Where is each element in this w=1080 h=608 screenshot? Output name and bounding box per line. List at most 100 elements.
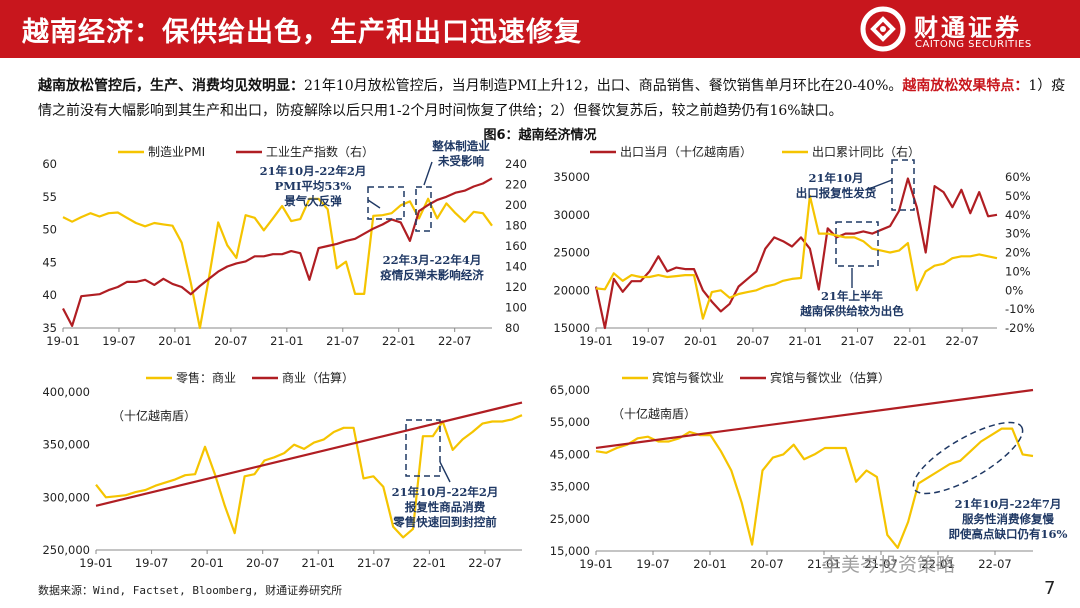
x-tick-label: 19-01 [46,334,79,348]
annotation-text: 整体制造业 [431,139,490,153]
x-tick-label: 20-01 [684,334,717,348]
annotation-text: 疫情反弹未影响经济 [380,268,484,282]
legend-label: 宾馆与餐饮业 [652,370,724,385]
annotation-text: 21年10月 [808,171,863,185]
legend-label: 宾馆与餐饮业（估算） [770,370,890,385]
series-line [596,179,997,329]
page-number: 7 [1044,578,1055,599]
y2-tick-label: 160 [505,239,527,253]
y-tick-label: 25000 [553,246,590,260]
y-tick-label: 15,000 [550,544,590,558]
y-tick-label: 35 [42,321,57,335]
data-source: 数据来源：Wind, Factset, Bloomberg, 财通证券研究所 [38,582,342,598]
annotation-arrow [424,162,432,185]
annotation-text: 越南保供给较为出色 [799,304,904,318]
x-tick-label: 22-07 [945,334,978,348]
x-tick-label: 20-07 [214,334,247,348]
y-tick-label: 30000 [553,208,590,222]
highlight-box [836,222,878,266]
x-tick-label: 21-01 [302,556,335,570]
y-tick-label: 25,000 [550,512,590,526]
y-tick-label: 35000 [553,170,590,184]
y2-tick-label: 120 [505,280,527,294]
y-tick-label: 400,000 [42,385,90,399]
y-tick-label: 15000 [553,321,590,335]
x-tick-label: 22-01 [413,556,446,570]
annotation-text: 21年上半年 [821,289,884,303]
y2-tick-label: 100 [505,301,527,315]
unit-label: （十亿越南盾） [612,406,696,421]
y2-tick-label: 0% [1005,283,1023,297]
y-tick-label: 35,000 [550,480,590,494]
x-tick-label: 21-07 [841,334,874,348]
y2-tick-label: 30% [1005,227,1031,241]
unit-label: （十亿越南盾） [112,408,196,423]
y-tick-label: 65,000 [550,383,590,397]
y2-tick-label: 80 [505,321,520,335]
annotation-text: PMI平均53% [275,179,352,193]
x-tick-label: 21-01 [270,334,303,348]
y-tick-label: 40 [42,288,57,302]
x-tick-label: 20-01 [158,334,191,348]
annotation-text: 21年10月-22年2月 [260,164,367,178]
y2-tick-label: -20% [1005,321,1035,335]
y2-tick-label: 10% [1005,264,1031,278]
y-tick-label: 55,000 [550,415,590,429]
legend-label: 出口累计同比（右） [812,144,920,159]
annotation-text: 报复性商品消费 [405,500,486,514]
x-tick-label: 21-07 [326,334,359,348]
x-tick-label: 22-07 [438,334,471,348]
highlight-ellipse [904,410,1031,507]
x-tick-label: 21-01 [789,334,822,348]
y2-tick-label: 220 [505,178,527,192]
x-tick-label: 20-07 [736,334,769,348]
annotation-arrow [866,180,892,190]
y2-tick-label: 20% [1005,246,1031,260]
annotation-text: 即使高点缺口仍有16% [949,527,1068,541]
y-tick-label: 45 [42,255,57,269]
x-tick-label: 19-07 [632,334,665,348]
charts-canvas: 3540455055608010012014016018020022024019… [0,0,1080,608]
x-tick-label: 20-07 [246,556,279,570]
y2-tick-label: 140 [505,260,527,274]
y2-tick-label: 240 [505,157,527,171]
legend-label: 零售：商业 [176,370,236,385]
annotation-text: 22年3月-22年4月 [383,253,482,267]
y2-tick-label: 60% [1005,170,1031,184]
annotation-text: 零售快速回到封控前 [392,515,497,529]
y-tick-label: 45,000 [550,447,590,461]
watermark: 李美岑投资策略 [822,550,955,577]
x-tick-label: 21-07 [357,556,390,570]
y-tick-label: 20000 [553,283,590,297]
annotation-arrow [440,462,450,482]
x-tick-label: 19-07 [135,556,168,570]
y-tick-label: 300,000 [42,490,90,504]
x-tick-label: 22-07 [978,557,1011,571]
x-tick-label: 20-07 [750,557,783,571]
annotation-text: 景气大反弹 [283,194,342,208]
x-tick-label: 19-01 [579,557,612,571]
y-tick-label: 250,000 [42,543,90,557]
x-tick-label: 20-01 [693,557,726,571]
y-tick-label: 350,000 [42,438,90,452]
legend-label: 商业（估算） [282,370,354,385]
y2-tick-label: 50% [1005,189,1031,203]
x-tick-label: 20-01 [190,556,223,570]
y2-tick-label: 200 [505,198,527,212]
x-tick-label: 22-01 [382,334,415,348]
series-line [596,196,997,319]
annotation-arrow [368,200,380,208]
legend-label: 制造业PMI [148,145,205,159]
x-tick-label: 19-07 [102,334,135,348]
x-tick-label: 22-01 [893,334,926,348]
x-tick-label: 19-01 [79,556,112,570]
y2-tick-label: 40% [1005,208,1031,222]
y2-tick-label: -10% [1005,302,1035,316]
x-tick-label: 19-01 [579,334,612,348]
annotation-text: 出口报复性发货 [796,186,877,200]
annotation-text: 21年10月-22年7月 [955,497,1062,511]
legend-label: 工业生产指数（右） [266,144,374,159]
y-tick-label: 50 [42,223,57,237]
annotation-text: 未受影响 [437,154,484,168]
y2-tick-label: 180 [505,219,527,233]
